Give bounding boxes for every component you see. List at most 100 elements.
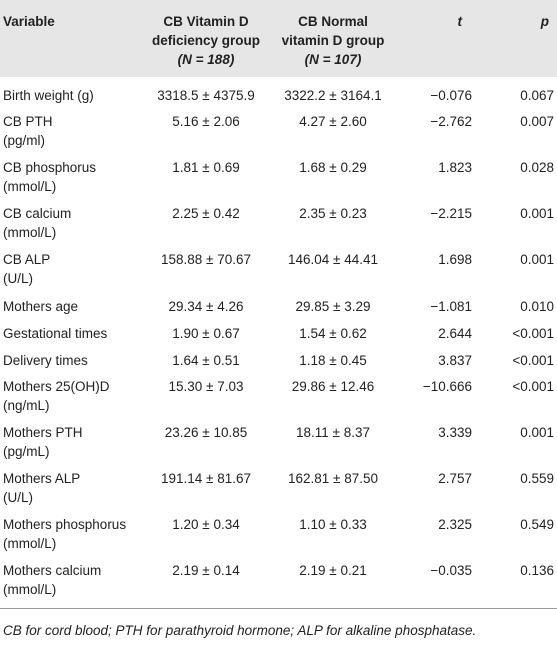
table-row: CB calcium (mmol/L) 2.25 ± 0.42 2.35 ± 0.23… xyxy=(0,200,557,246)
normal-value-cell: 29.85 ± 3.29 xyxy=(295,299,371,314)
t-value-cell: 3.837 xyxy=(438,353,472,368)
table-figure: Variable CB Vitamin D deficiency group (… xyxy=(0,0,557,638)
variable-label-line1: CB calcium xyxy=(3,206,72,221)
header-variable: Variable xyxy=(3,14,55,29)
variable-label-line2: (U/L) xyxy=(3,490,33,505)
deficiency-value-cell: 1.90 ± 0.67 xyxy=(172,326,240,341)
data-table-container: Variable CB Vitamin D deficiency group (… xyxy=(0,0,557,608)
p-value-cell: 0.549 xyxy=(520,517,554,532)
variable-cell: CB phosphorus (mmol/L) xyxy=(0,154,140,200)
table-row: Mothers age 29.34 ± 4.26 29.85 ± 3.29 −1.08… xyxy=(0,292,557,319)
p-value-cell: 0.001 xyxy=(520,206,554,221)
t-value-cell: −0.035 xyxy=(430,563,472,578)
table-row: Gestational times 1.90 ± 0.67 1.54 ± 0.62 2… xyxy=(0,319,557,346)
deficiency-value-cell: 5.16 ± 2.06 xyxy=(172,114,240,129)
variable-cell: Mothers ALP (U/L) xyxy=(0,465,140,511)
variable-label-line1: Mothers age xyxy=(3,299,79,314)
normal-value-cell: 4.27 ± 2.60 xyxy=(299,114,367,129)
table-footnote: CB for cord blood; PTH for parathyroid h… xyxy=(3,623,477,638)
data-table: Variable CB Vitamin D deficiency group (… xyxy=(0,0,557,608)
variable-label-line2: (U/L) xyxy=(3,271,33,286)
variable-label-line2: (ng/mL) xyxy=(3,398,50,413)
normal-value-cell: 162.81 ± 87.50 xyxy=(288,471,378,486)
variable-cell: Mothers calcium (mmol/L) xyxy=(0,557,140,608)
variable-label-line1: CB ALP xyxy=(3,252,51,267)
table-header: Variable CB Vitamin D deficiency group (… xyxy=(0,0,557,77)
t-value-cell: 2.644 xyxy=(438,326,472,341)
variable-label-line1: Delivery times xyxy=(3,353,88,368)
variable-cell: Delivery times xyxy=(0,346,140,373)
table-row: Mothers phosphorus (mmol/L) 1.20 ± 0.34 1.1… xyxy=(0,511,557,557)
deficiency-value-cell: 1.81 ± 0.69 xyxy=(172,160,240,175)
variable-label-line1: Mothers calcium xyxy=(3,563,102,578)
deficiency-value-cell: 1.20 ± 0.34 xyxy=(172,517,240,532)
variable-label-line2: (mmol/L) xyxy=(3,536,57,551)
variable-label-line1: Birth weight (g) xyxy=(3,88,94,103)
p-value-cell: 0.559 xyxy=(520,471,554,486)
normal-value-cell: 3322.2 ± 3164.1 xyxy=(284,88,382,103)
header-normal-group: CB Normal vitamin D group (N = 107) xyxy=(272,0,394,77)
p-value-cell: 0.001 xyxy=(520,252,554,267)
variable-cell: CB PTH (pg/ml) xyxy=(0,108,140,154)
table-row: Mothers calcium (mmol/L) 2.19 ± 0.14 2.19 ±… xyxy=(0,557,557,608)
variable-label-line2: (mmol/L) xyxy=(3,582,57,597)
deficiency-value-cell: 158.88 ± 70.67 xyxy=(161,252,251,267)
header-deficiency-group: CB Vitamin D deficiency group (N = 188) xyxy=(140,0,272,77)
normal-value-cell: 18.11 ± 8.37 xyxy=(296,425,370,440)
table-row: CB phosphorus (mmol/L) 1.81 ± 0.69 1.68 ± 0… xyxy=(0,154,557,200)
variable-label-line1: Mothers PTH xyxy=(3,425,83,440)
table-row: Delivery times 1.64 ± 0.51 1.18 ± 0.45 3.83… xyxy=(0,346,557,373)
header-p-label: p xyxy=(540,14,549,29)
header-group1-n: (N = 188) xyxy=(177,52,235,67)
deficiency-value-cell: 2.19 ± 0.14 xyxy=(172,563,240,578)
variable-label-line1: Mothers ALP xyxy=(3,471,81,486)
deficiency-value-cell: 191.14 ± 81.67 xyxy=(161,471,251,486)
variable-cell: CB ALP (U/L) xyxy=(0,246,140,292)
t-value-cell: 1.823 xyxy=(438,160,472,175)
header-group2-n: (N = 107) xyxy=(304,52,362,67)
header-row: Variable CB Vitamin D deficiency group (… xyxy=(0,0,557,77)
variable-label-line1: CB phosphorus xyxy=(3,160,97,175)
variable-label-line2: (mmol/L) xyxy=(3,225,57,240)
header-group2-line1: CB Normal xyxy=(298,14,368,29)
t-value-cell: 2.325 xyxy=(438,517,472,532)
t-value-cell: −2.762 xyxy=(430,114,472,129)
p-value-cell: <0.001 xyxy=(512,379,554,394)
normal-value-cell: 1.18 ± 0.45 xyxy=(299,353,367,368)
table-row: CB PTH (pg/ml) 5.16 ± 2.06 4.27 ± 2.60 −2.76… xyxy=(0,108,557,154)
normal-value-cell: 2.35 ± 0.23 xyxy=(299,206,367,221)
t-value-cell: −0.076 xyxy=(430,88,472,103)
deficiency-value-cell: 1.64 ± 0.51 xyxy=(172,353,240,368)
variable-label-line2: (mmol/L) xyxy=(3,179,57,194)
table-row: Mothers ALP (U/L) 191.14 ± 81.67 162.81 ± 8… xyxy=(0,465,557,511)
table-row: CB ALP (U/L) 158.88 ± 70.67 146.04 ± 44.41 1… xyxy=(0,246,557,292)
header-t: t xyxy=(394,0,484,77)
variable-cell: Mothers phosphorus (mmol/L) xyxy=(0,511,140,557)
variable-cell: Gestational times xyxy=(0,319,140,346)
variable-cell: CB calcium (mmol/L) xyxy=(0,200,140,246)
p-value-cell: <0.001 xyxy=(512,326,554,341)
p-value-cell: <0.001 xyxy=(512,353,554,368)
header-group1-line2: deficiency group xyxy=(151,33,261,48)
deficiency-value-cell: 15.30 ± 7.03 xyxy=(168,379,244,394)
table-row: Birth weight (g) 3318.5 ± 4375.9 3322.2 ± … xyxy=(0,77,557,108)
header-t-label: t xyxy=(457,14,463,29)
deficiency-value-cell: 23.26 ± 10.85 xyxy=(164,425,248,440)
variable-label-line1: Mothers 25(OH)D xyxy=(3,379,110,394)
p-value-cell: 0.067 xyxy=(520,88,554,103)
t-value-cell: 1.698 xyxy=(438,252,472,267)
variable-label-line2: (pg/mL) xyxy=(3,444,50,459)
p-value-cell: 0.007 xyxy=(520,114,554,129)
variable-label-line1: Mothers phosphorus xyxy=(3,517,127,532)
header-group1-line1: CB Vitamin D xyxy=(163,14,249,29)
variable-label-line1: CB PTH xyxy=(3,114,53,129)
deficiency-value-cell: 2.25 ± 0.42 xyxy=(172,206,240,221)
t-value-cell: 3.339 xyxy=(438,425,472,440)
deficiency-value-cell: 29.34 ± 4.26 xyxy=(168,299,244,314)
header-p: p xyxy=(484,0,557,77)
p-value-cell: 0.001 xyxy=(520,425,554,440)
t-value-cell: 2.757 xyxy=(438,471,472,486)
table-body: Birth weight (g) 3318.5 ± 4375.9 3322.2 ± … xyxy=(0,77,557,608)
deficiency-value-cell: 3318.5 ± 4375.9 xyxy=(157,88,255,103)
normal-value-cell: 1.54 ± 0.62 xyxy=(299,326,367,341)
